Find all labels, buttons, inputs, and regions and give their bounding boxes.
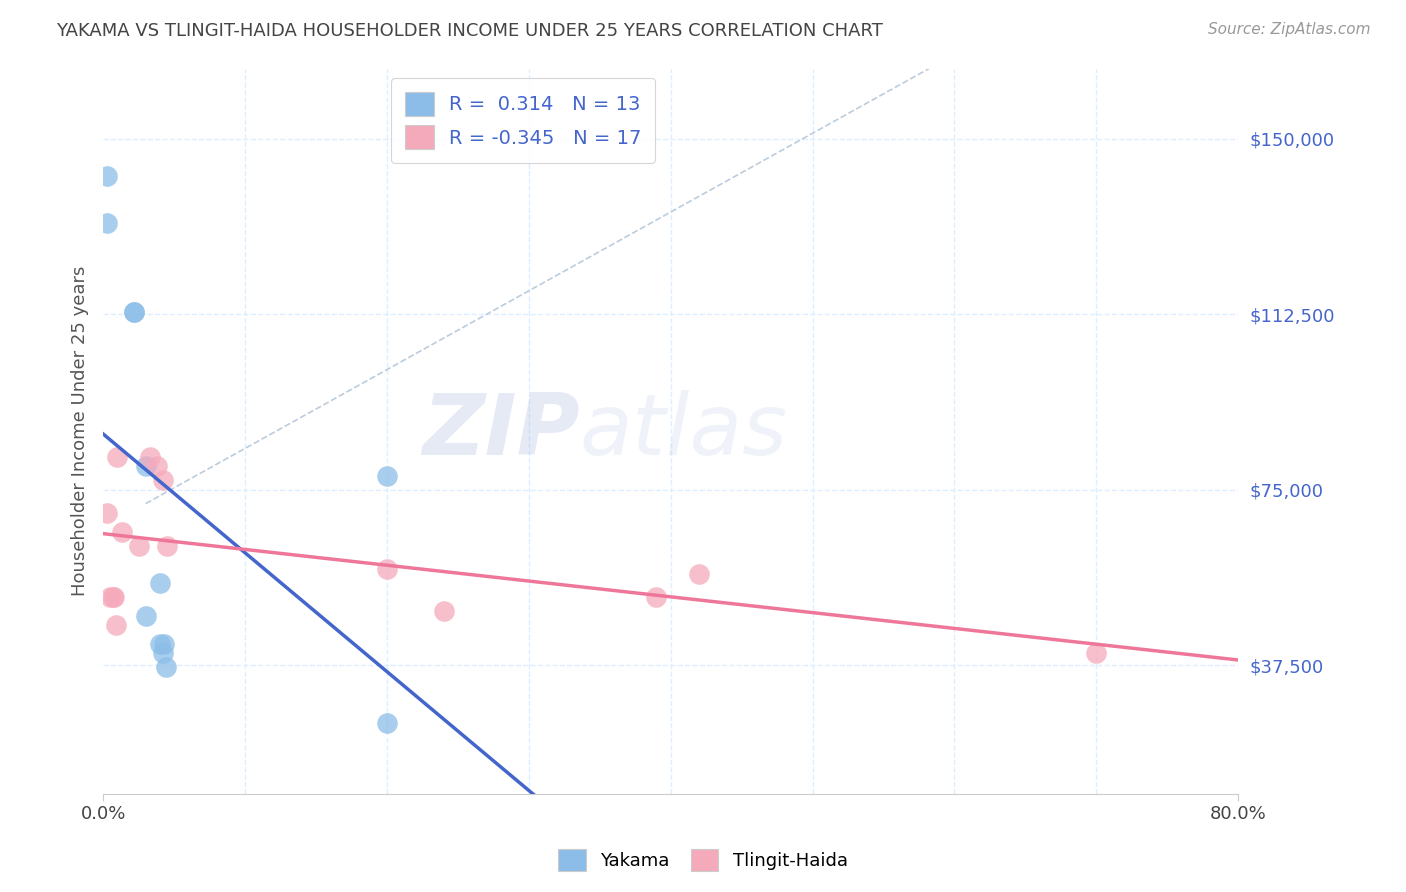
- Point: [1085, 646, 1108, 660]
- Point: [433, 604, 456, 618]
- Point: [645, 590, 668, 604]
- Point: [149, 576, 172, 591]
- Point: [155, 660, 177, 674]
- Point: [152, 646, 174, 660]
- Text: YAKAMA VS TLINGIT-HAIDA HOUSEHOLDER INCOME UNDER 25 YEARS CORRELATION CHART: YAKAMA VS TLINGIT-HAIDA HOUSEHOLDER INCO…: [56, 22, 883, 40]
- Point: [156, 539, 179, 553]
- Point: [98, 590, 121, 604]
- Point: [688, 566, 710, 581]
- Point: [103, 590, 125, 604]
- Y-axis label: Householder Income Under 25 years: Householder Income Under 25 years: [72, 266, 89, 596]
- Legend: R =  0.314   N = 13, R = -0.345   N = 17: R = 0.314 N = 13, R = -0.345 N = 17: [391, 78, 655, 162]
- Text: atlas: atlas: [579, 390, 787, 473]
- Point: [101, 590, 124, 604]
- Point: [153, 637, 176, 651]
- Point: [135, 459, 157, 474]
- Point: [375, 468, 398, 483]
- Point: [375, 562, 398, 576]
- Text: ZIP: ZIP: [422, 390, 579, 473]
- Point: [110, 524, 132, 539]
- Point: [124, 305, 146, 319]
- Text: Source: ZipAtlas.com: Source: ZipAtlas.com: [1208, 22, 1371, 37]
- Point: [96, 169, 118, 183]
- Point: [149, 637, 172, 651]
- Legend: Yakama, Tlingit-Haida: Yakama, Tlingit-Haida: [551, 842, 855, 879]
- Point: [375, 716, 398, 731]
- Point: [105, 450, 128, 464]
- Point: [135, 608, 157, 623]
- Point: [96, 506, 118, 520]
- Point: [152, 473, 174, 487]
- Point: [104, 618, 127, 632]
- Point: [139, 450, 162, 464]
- Point: [128, 539, 150, 553]
- Point: [96, 216, 118, 230]
- Point: [124, 305, 146, 319]
- Point: [146, 459, 169, 474]
